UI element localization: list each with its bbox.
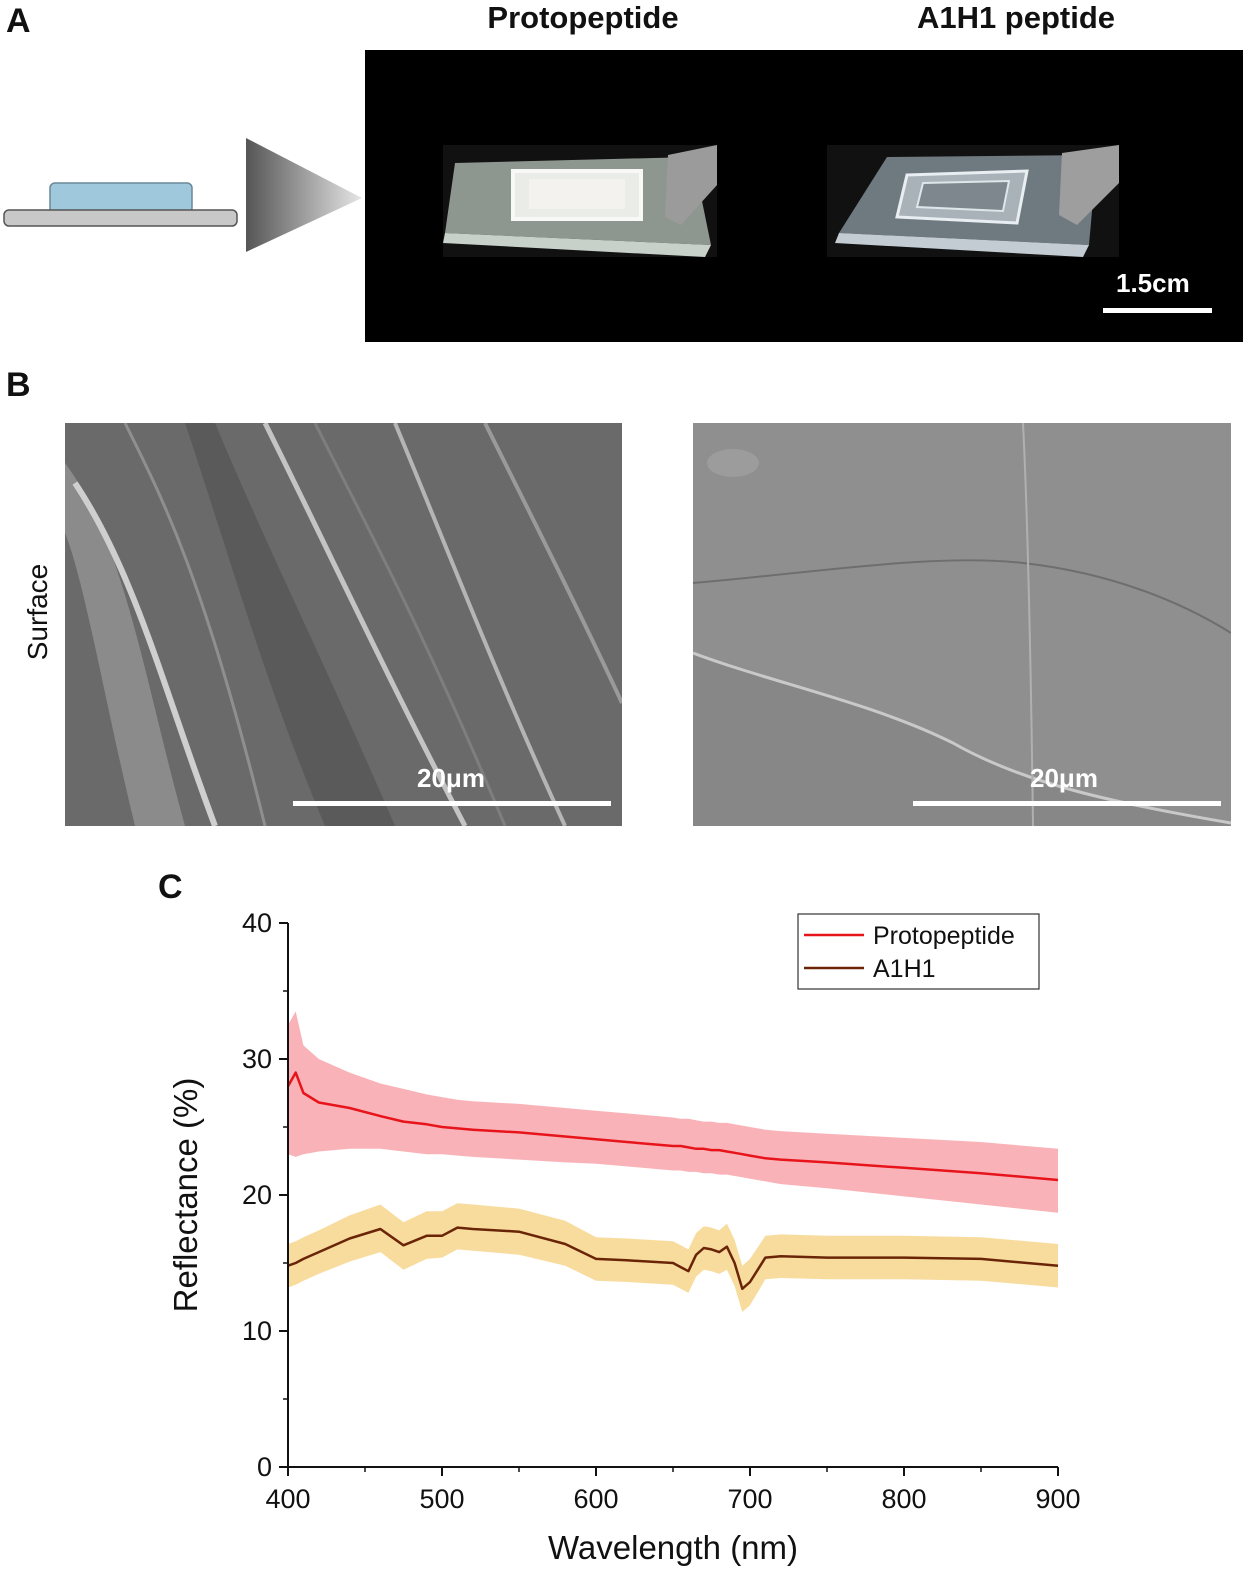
band-protopeptide xyxy=(288,1011,1058,1213)
photo-title-protopeptide: Protopeptide xyxy=(487,0,679,35)
x-tick-label: 400 xyxy=(265,1484,310,1514)
protopeptide-slide-photo xyxy=(443,145,717,257)
sample-schematic xyxy=(3,138,362,252)
sem-scale-bar-left xyxy=(293,801,611,806)
photo-title-a1h1: A1H1 peptide xyxy=(916,0,1116,35)
panel-b-label: B xyxy=(6,366,31,404)
series-line-a1h1 xyxy=(287,1226,1059,1291)
sem-image-protopeptide: 20μm xyxy=(65,423,622,826)
sem-scale-bar-right xyxy=(913,801,1221,806)
chart-legend: Protopeptide A1H1 xyxy=(797,913,1040,990)
photo-scale-label: 1.5cm xyxy=(1116,268,1190,298)
sample-photo: 1.5cm xyxy=(365,50,1243,342)
legend-entry: Protopeptide xyxy=(873,922,1015,950)
y-axis-label: Reflectance (%) xyxy=(167,1078,204,1313)
x-tick-label: 500 xyxy=(419,1484,464,1514)
reflectance-chart: 0 10 20 30 40 400 500 600 700 800 900 Wavelength (n… xyxy=(167,908,1081,1566)
y-tick-label: 30 xyxy=(242,1044,272,1074)
photo-scale-bar xyxy=(1103,308,1212,313)
a1h1-slide-photo xyxy=(827,145,1119,257)
panel-a-label: A xyxy=(6,2,31,40)
legend-box xyxy=(797,913,1040,990)
y-tick-label: 10 xyxy=(242,1316,272,1346)
x-tick-label: 600 xyxy=(573,1484,618,1514)
y-tick-label: 20 xyxy=(242,1180,272,1210)
glass-slide xyxy=(3,209,238,227)
x-tick-label: 900 xyxy=(1035,1484,1080,1514)
x-tick-label: 700 xyxy=(727,1484,772,1514)
y-tick-label: 40 xyxy=(242,908,272,938)
x-axis-label: Wavelength (nm) xyxy=(548,1529,798,1566)
sample-film xyxy=(49,182,193,214)
panel-c-label: C xyxy=(158,868,183,906)
series-line-protopeptide xyxy=(286,1071,1059,1182)
sem-image-a1h1: 20μm xyxy=(693,423,1231,826)
y-tick-label: 0 xyxy=(257,1452,272,1482)
x-tick-label: 800 xyxy=(881,1484,926,1514)
sem-scale-label-left: 20μm xyxy=(417,763,485,793)
row-label-surface: Surface xyxy=(22,563,53,661)
legend-entry: A1H1 xyxy=(873,955,936,983)
light-beam xyxy=(246,138,362,252)
sem-scale-label-right: 20μm xyxy=(1030,763,1098,793)
